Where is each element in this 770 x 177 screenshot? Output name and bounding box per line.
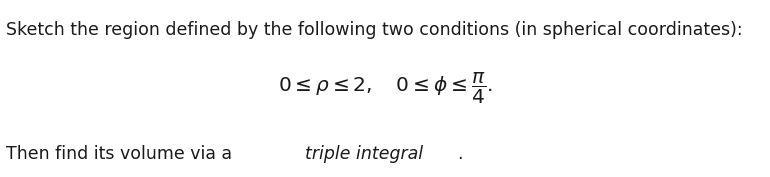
Text: Then find its volume via a: Then find its volume via a bbox=[6, 145, 238, 163]
Text: $0 \leq \rho \leq 2, \quad 0 \leq \phi \leq \dfrac{\pi}{4}.$: $0 \leq \rho \leq 2, \quad 0 \leq \phi \… bbox=[278, 71, 492, 106]
Text: triple integral: triple integral bbox=[305, 145, 424, 163]
Text: .: . bbox=[457, 145, 463, 163]
Text: Sketch the region defined by the following two conditions (in spherical coordina: Sketch the region defined by the followi… bbox=[6, 21, 743, 39]
